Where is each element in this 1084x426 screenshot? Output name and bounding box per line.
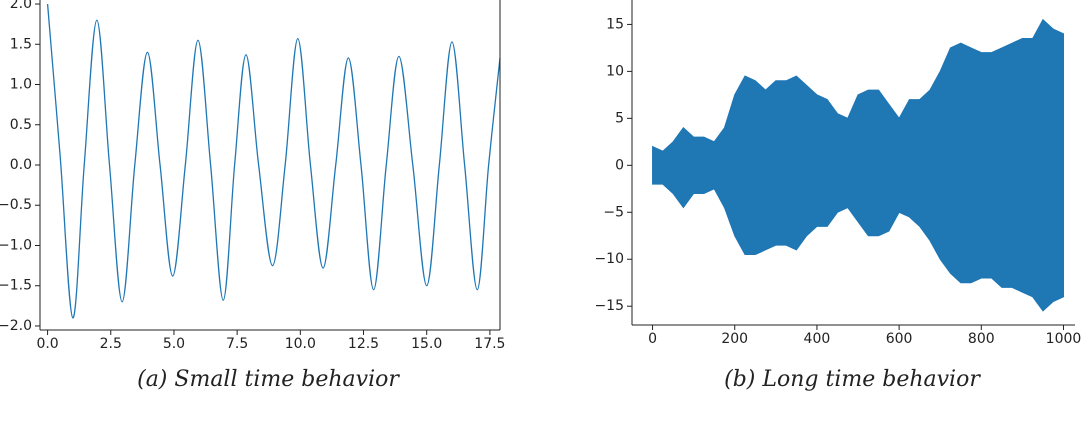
x-tick-label: 1000 (1046, 331, 1082, 347)
y-tick-label: 5 (615, 110, 624, 126)
area (652, 18, 1064, 312)
x-tick-label: 2.5 (100, 336, 122, 352)
x-tick-label: 0.0 (36, 336, 58, 352)
y-tick-label: 10 (606, 63, 624, 79)
x-tick-label: 0 (648, 331, 657, 347)
y-tick-label: 0 (615, 157, 624, 173)
caption: (b) Long time behavior (724, 367, 981, 392)
x-tick-label: 7.5 (226, 336, 248, 352)
y-tick-label: 15 (606, 16, 624, 32)
line (46, 3, 501, 319)
y-tick-label: 2.0 (10, 0, 32, 12)
x-tick-label: 800 (968, 331, 995, 347)
x-tick-label: 17.5 (474, 336, 505, 352)
x-tick-label: 5.0 (163, 336, 185, 352)
x-tick-label: 600 (886, 331, 913, 347)
y-tick-label: 1.5 (10, 36, 32, 52)
y-tick-label: −1.5 (0, 278, 32, 294)
y-tick-label: 0.5 (10, 117, 32, 133)
y-tick-label: −10 (594, 251, 624, 267)
x-tick-label: 200 (721, 331, 748, 347)
y-tick-label: −1.0 (0, 237, 32, 253)
y-tick-label: 1.0 (10, 77, 32, 93)
y-tick-label: 0.0 (10, 157, 32, 173)
y-tick-label: −15 (594, 298, 624, 314)
y-tick-label: −2.0 (0, 318, 32, 334)
x-tick-label: 400 (804, 331, 831, 347)
y-tick-label: −0.5 (0, 197, 32, 213)
caption: (a) Small time behavior (137, 367, 400, 392)
y-tick-label: −5 (603, 204, 624, 220)
x-tick-label: 10.0 (285, 336, 316, 352)
x-tick-label: 12.5 (348, 336, 379, 352)
x-tick-label: 15.0 (411, 336, 442, 352)
